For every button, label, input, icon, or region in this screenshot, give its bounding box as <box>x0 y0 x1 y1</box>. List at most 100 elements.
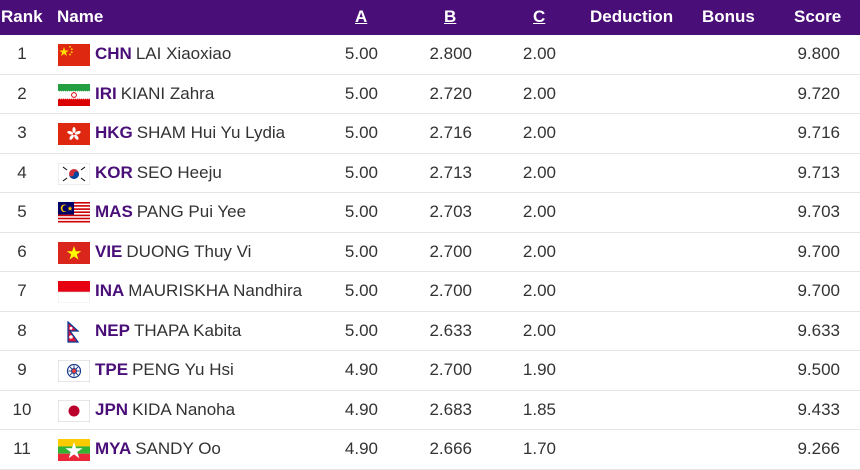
athlete-name-cell[interactable]: TPE PENG Yu Hsi <box>95 351 234 389</box>
b-score-cell: 2.713 <box>429 162 472 182</box>
table-row[interactable]: 4 KOR SEO Heeju 5.00 2.713 2.00 9.713 <box>0 154 860 193</box>
athlete-name-cell[interactable]: MYA SANDY Oo <box>95 430 221 468</box>
c-score-cell: 2.00 <box>522 202 556 221</box>
column-header-c[interactable]: C <box>533 7 546 26</box>
a-score-cell: 5.00 <box>344 83 378 103</box>
rank-cell: 10 <box>12 399 32 419</box>
rank-cell: 4 <box>17 162 27 182</box>
athlete-name: SHAM Hui Yu Lydia <box>136 123 286 142</box>
c-score-cell: 2.00 <box>522 281 556 300</box>
rank-cell: 9 <box>17 360 27 379</box>
table-row[interactable]: 7 INA MAURISKHA Nandhira 5.00 2.700 2.00 9.700 <box>0 272 860 312</box>
a-score-cell: 4.90 <box>344 360 378 379</box>
table-row[interactable]: 2 IRI KIANI Zahra 5.00 2.720 2.00 9.720 <box>0 75 860 114</box>
c-score-cell: 1.70 <box>522 439 556 458</box>
table-row[interactable]: 5 MAS PANG Pui Yee 5.00 2.703 2.00 9.703 <box>0 193 860 233</box>
athlete-name: MAURISKHA Nandhira <box>128 281 303 300</box>
column-header-bonus: Bonus <box>702 7 755 26</box>
b-score-cell: 2.633 <box>429 320 472 340</box>
total-score-cell: 9.700 <box>797 281 840 300</box>
table-row[interactable]: 6 VIE DUONG Thuy Vi 5.00 2.700 2.00 9.700 <box>0 233 860 272</box>
a-score-cell: 5.00 <box>344 162 378 182</box>
athlete-name-cell[interactable]: INA MAURISKHA Nandhira <box>95 272 302 310</box>
c-score-cell: 2.00 <box>522 162 556 182</box>
vietnam-flag-icon <box>58 241 90 264</box>
column-header-b[interactable]: B <box>444 7 457 26</box>
c-score-cell: 1.85 <box>522 399 556 419</box>
rank-cell: 5 <box>17 202 27 221</box>
athlete-name-cell[interactable]: VIE DUONG Thuy Vi <box>95 233 251 271</box>
b-score-cell: 2.716 <box>429 123 472 142</box>
total-score-cell: 9.703 <box>797 202 840 221</box>
c-score-cell: 1.90 <box>522 360 556 379</box>
athlete-name: LAI Xiaoxiao <box>135 44 232 63</box>
a-score-cell: 4.90 <box>344 399 378 419</box>
indonesia-flag-icon <box>58 281 90 303</box>
rank-cell: 2 <box>17 83 27 103</box>
noc-code: MAS <box>95 202 133 221</box>
c-score-cell: 2.00 <box>522 320 556 340</box>
athlete-name-cell[interactable]: MAS PANG Pui Yee <box>95 193 246 231</box>
rank-cell: 6 <box>17 241 27 261</box>
column-header-name[interactable]: Name <box>57 7 104 26</box>
athlete-name-cell[interactable]: CHN LAI Xiaoxiao <box>95 35 231 73</box>
athlete-name-cell[interactable]: IRI KIANI Zahra <box>95 75 214 113</box>
a-score-cell: 5.00 <box>344 44 378 63</box>
table-row[interactable]: 11 MYA SANDY Oo 4.90 2.666 1.70 9.266 <box>0 430 860 470</box>
table-row[interactable]: 1 CHN LAI Xiaoxiao 5.00 2.800 2.00 9.800 <box>0 35 860 75</box>
table-row[interactable]: 9 TPE PENG Yu Hsi 4.90 2.700 1.90 9.500 <box>0 351 860 391</box>
noc-code: TPE <box>95 360 129 379</box>
athlete-name: PANG Pui Yee <box>136 202 247 221</box>
athlete-name-cell[interactable]: NEP THAPA Kabita <box>95 312 241 350</box>
noc-code: KOR <box>95 162 133 182</box>
noc-code: IRI <box>95 83 117 103</box>
rank-cell: 11 <box>13 439 31 458</box>
total-score-cell: 9.716 <box>797 123 840 142</box>
table-row[interactable]: 3 HKG SHAM Hui Yu Lydia 5.00 2.716 2.00 9.716 <box>0 114 860 154</box>
c-score-cell: 2.00 <box>522 44 556 63</box>
myanmar-flag-icon <box>58 439 90 461</box>
a-score-cell: 5.00 <box>344 281 378 300</box>
total-score-cell: 9.800 <box>797 44 840 63</box>
rank-cell: 8 <box>17 320 27 340</box>
athlete-name: KIDA Nanoha <box>132 399 236 419</box>
rank-cell: 7 <box>17 281 27 300</box>
c-score-cell: 2.00 <box>522 241 556 261</box>
athlete-name-cell[interactable]: JPN KIDA Nanoha <box>95 391 235 429</box>
korea-flag-icon <box>58 162 90 185</box>
table-row[interactable]: 10 JPN KIDA Nanoha 4.90 2.683 1.85 9.433 <box>0 391 860 430</box>
table-body: 1 CHN LAI Xiaoxiao 5.00 2.800 2.00 9.800 2 IRI KI… <box>0 35 860 470</box>
b-score-cell: 2.720 <box>429 83 472 103</box>
athlete-name-cell[interactable]: HKG SHAM Hui Yu Lydia <box>95 114 285 152</box>
rank-cell: 1 <box>17 44 27 63</box>
total-score-cell: 9.633 <box>797 320 840 340</box>
total-score-cell: 9.433 <box>797 399 840 419</box>
total-score-cell: 9.500 <box>797 360 840 379</box>
noc-code: MYA <box>95 439 132 458</box>
athlete-name: SANDY Oo <box>135 439 221 458</box>
athlete-name-cell[interactable]: KOR SEO Heeju <box>95 154 222 192</box>
column-header-score: Score <box>794 7 842 26</box>
table-row[interactable]: 8 NEP THAPA Kabita 5.00 2.633 2.00 9.633 <box>0 312 860 351</box>
malaysia-flag-icon <box>58 202 90 224</box>
a-score-cell: 4.90 <box>344 439 378 458</box>
b-score-cell: 2.700 <box>429 281 472 300</box>
column-header-rank[interactable]: Rank <box>1 7 43 26</box>
nepal-flag-icon <box>58 320 90 343</box>
c-score-cell: 2.00 <box>522 123 556 142</box>
rank-cell: 3 <box>17 123 27 142</box>
b-score-cell: 2.700 <box>429 360 472 379</box>
b-score-cell: 2.683 <box>429 399 472 419</box>
a-score-cell: 5.00 <box>344 320 378 340</box>
total-score-cell: 9.713 <box>797 162 840 182</box>
b-score-cell: 2.703 <box>429 202 472 221</box>
athlete-name: PENG Yu Hsi <box>132 360 234 379</box>
noc-code: CHN <box>95 44 132 63</box>
column-header-a[interactable]: A <box>355 7 368 26</box>
total-score-cell: 9.266 <box>797 439 840 458</box>
a-score-cell: 5.00 <box>344 202 378 221</box>
c-score-cell: 2.00 <box>522 83 556 103</box>
a-score-cell: 5.00 <box>344 241 378 261</box>
athlete-name: DUONG Thuy Vi <box>126 241 252 261</box>
